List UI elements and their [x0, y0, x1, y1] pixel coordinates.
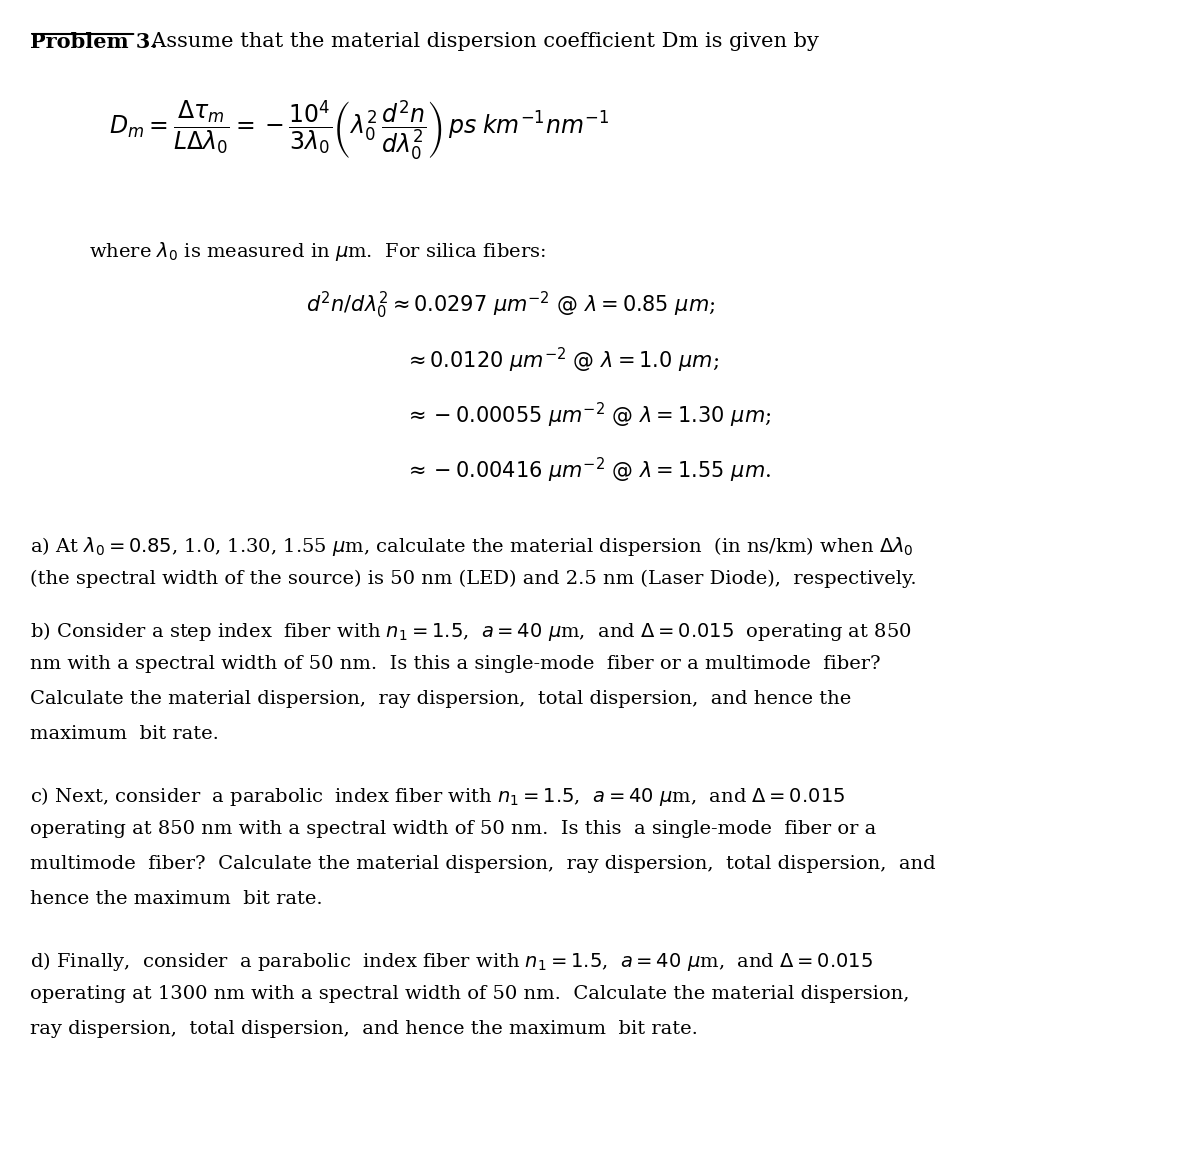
Text: b) Consider a step index  fiber with $n_1 = 1.5$,  $a = 40\ \mu$m,  and $\Delta : b) Consider a step index fiber with $n_1… [29, 621, 911, 643]
Text: Problem 3.: Problem 3. [29, 33, 158, 52]
Text: $\approx -0.00416\ \mu m^{-2}\ @\ \lambda = 1.55\ \mu m$.: $\approx -0.00416\ \mu m^{-2}\ @\ \lambd… [404, 456, 772, 485]
Text: operating at 850 nm with a spectral width of 50 nm.  Is this  a single-mode  fib: operating at 850 nm with a spectral widt… [29, 820, 876, 838]
Text: where $\lambda_0$ is measured in $\mu$m.  For silica fibers:: where $\lambda_0$ is measured in $\mu$m.… [88, 241, 545, 263]
Text: Calculate the material dispersion,  ray dispersion,  total dispersion,  and henc: Calculate the material dispersion, ray d… [29, 690, 851, 708]
Text: d) Finally,  consider  a parabolic  index fiber with $n_1 = 1.5$,  $a = 40\ \mu$: d) Finally, consider a parabolic index f… [29, 951, 873, 973]
Text: operating at 1300 nm with a spectral width of 50 nm.  Calculate the material dis: operating at 1300 nm with a spectral wid… [29, 985, 909, 1003]
Text: multimode  fiber?  Calculate the material dispersion,  ray dispersion,  total di: multimode fiber? Calculate the material … [29, 855, 935, 873]
Text: $D_m = \dfrac{\Delta \tau_m}{L\Delta\lambda_0} = -\dfrac{10^4}{3\lambda_0}\left(: $D_m = \dfrac{\Delta \tau_m}{L\Delta\lam… [108, 98, 609, 162]
Text: hence the maximum  bit rate.: hence the maximum bit rate. [29, 890, 323, 908]
Text: a) At $\lambda_0 = 0.85$, 1.0, 1.30, 1.55 $\mu$m, calculate the material dispers: a) At $\lambda_0 = 0.85$, 1.0, 1.30, 1.5… [29, 535, 913, 558]
Text: $\approx 0.0120\ \mu m^{-2}\ @\ \lambda = 1.0\ \mu m$;: $\approx 0.0120\ \mu m^{-2}\ @\ \lambda … [404, 345, 720, 374]
Text: $\approx -0.00055\ \mu m^{-2}\ @\ \lambda = 1.30\ \mu m$;: $\approx -0.00055\ \mu m^{-2}\ @\ \lambd… [404, 401, 772, 430]
Text: Assume that the material dispersion coefficient Dm is given by: Assume that the material dispersion coef… [138, 33, 819, 51]
Text: nm with a spectral width of 50 nm.  Is this a single-mode  fiber or a multimode : nm with a spectral width of 50 nm. Is th… [29, 655, 880, 673]
Text: c) Next, consider  a parabolic  index fiber with $n_1 = 1.5$,  $a = 40\ \mu$m,  : c) Next, consider a parabolic index fibe… [29, 786, 845, 808]
Text: maximum  bit rate.: maximum bit rate. [29, 725, 218, 743]
Text: (the spectral width of the source) is 50 nm (LED) and 2.5 nm (Laser Diode),  res: (the spectral width of the source) is 50… [29, 571, 916, 588]
Text: $d^2n/d\lambda_0^2 \approx 0.0297\ \mu m^{-2}\ @\ \lambda = 0.85\ \mu m$;: $d^2n/d\lambda_0^2 \approx 0.0297\ \mu m… [306, 289, 715, 321]
Text: ray dispersion,  total dispersion,  and hence the maximum  bit rate.: ray dispersion, total dispersion, and he… [29, 1020, 697, 1038]
